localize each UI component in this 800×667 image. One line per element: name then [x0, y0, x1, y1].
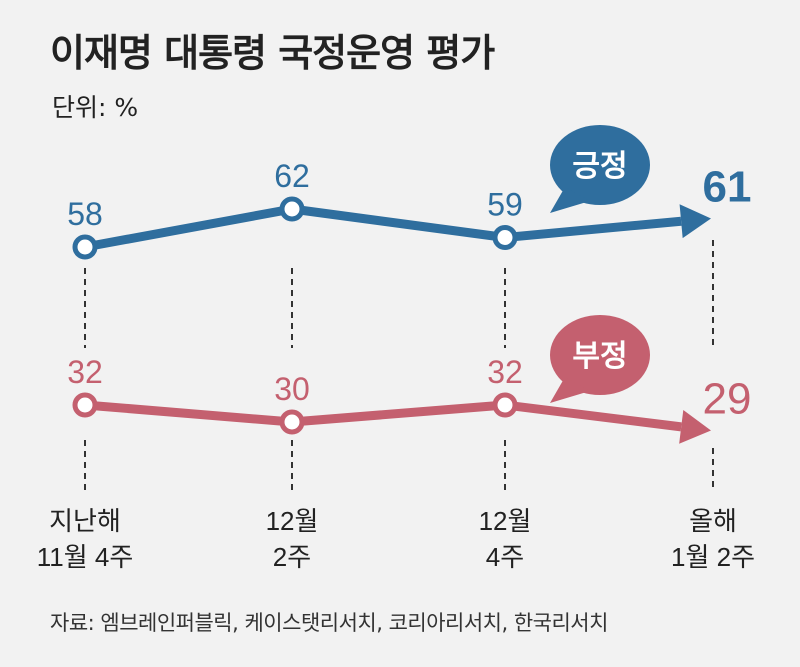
legend-bubble-tail: [550, 377, 590, 403]
chart-title: 이재명 대통령 국정운영 평가: [50, 31, 495, 75]
x-tick-label: 12월: [479, 506, 532, 536]
data-point: [72, 234, 98, 260]
x-tick-label: 12월: [266, 506, 319, 536]
x-tick-label: 4주: [486, 542, 524, 572]
series-arrowhead: [679, 409, 711, 444]
data-point: [492, 392, 518, 418]
legend-label: 긍정: [572, 149, 627, 184]
series-line-부정: [84, 400, 682, 432]
x-tick-label: 2주: [273, 542, 311, 572]
legend-label: 부정: [572, 339, 627, 374]
legend-bubble-tail: [550, 187, 590, 213]
series-arrowhead: [679, 204, 711, 239]
x-tick-label: 1월 2주: [671, 542, 755, 572]
legend-bubble: [550, 125, 650, 205]
data-point: [279, 409, 305, 435]
data-point: [492, 225, 518, 250]
x-tick-label: 올해: [689, 506, 737, 536]
data-label-latest: 29: [703, 375, 752, 424]
data-label: 62: [274, 158, 310, 194]
source-note: 자료: 엠브레인퍼블릭, 케이스탯리서치, 코리아리서치, 한국리서치: [50, 611, 608, 635]
data-label: 32: [487, 354, 523, 390]
legend-bubble: [550, 315, 650, 395]
series-line-긍정: [84, 204, 682, 252]
data-point: [279, 196, 305, 222]
x-tick-label: 11월 4주: [37, 542, 134, 572]
data-label: 32: [67, 354, 103, 390]
x-tick-label: 지난해: [49, 506, 121, 536]
data-label: 59: [487, 187, 523, 223]
data-label: 30: [274, 371, 310, 407]
data-label: 58: [67, 196, 103, 232]
data-label-latest: 61: [703, 163, 752, 212]
unit-label: 단위: %: [52, 93, 139, 122]
data-point: [72, 392, 98, 418]
